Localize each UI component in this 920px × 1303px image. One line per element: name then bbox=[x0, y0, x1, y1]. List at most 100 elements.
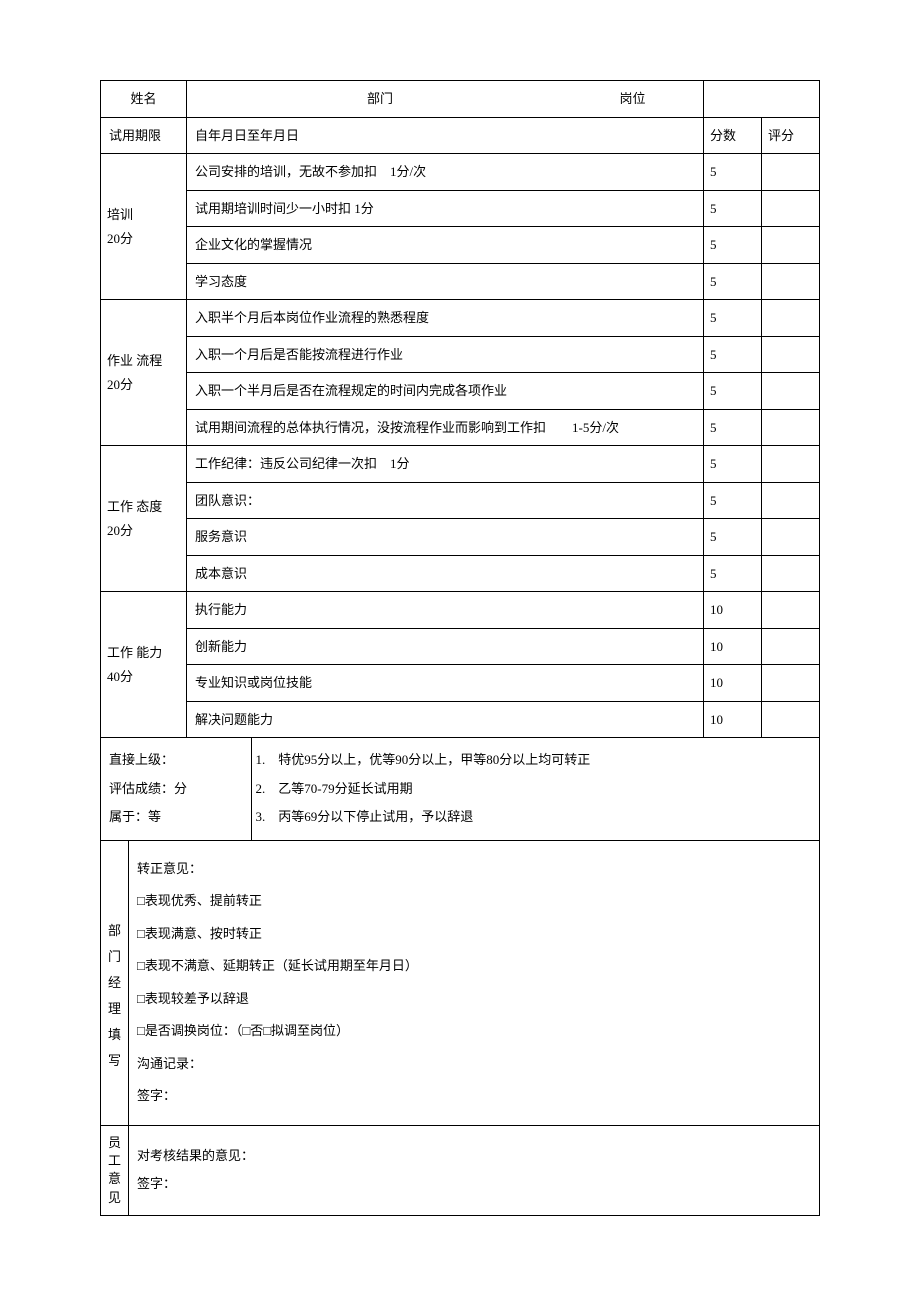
ability-item-0: 执行能力 bbox=[187, 592, 704, 629]
workflow-item-1: 入职一个月后是否能按流程进行作业 bbox=[187, 336, 704, 373]
table-row: 专业知识或岗位技能 10 bbox=[101, 665, 820, 702]
training-rate-2[interactable] bbox=[762, 227, 820, 264]
training-score-2: 5 bbox=[704, 227, 762, 264]
attitude-score-0: 5 bbox=[704, 446, 762, 483]
training-item-0: 公司安排的培训，无故不参加扣 1分/次 bbox=[187, 154, 704, 191]
attitude-rate-1[interactable] bbox=[762, 482, 820, 519]
training-score-3: 5 bbox=[704, 263, 762, 300]
attitude-score-2: 5 bbox=[704, 519, 762, 556]
attitude-item-2: 服务意识 bbox=[187, 519, 704, 556]
table-row: 试用期间流程的总体执行情况，没按流程作业而影响到工作扣 1-5分/次 5 bbox=[101, 409, 820, 446]
name-label: 姓名 bbox=[101, 81, 187, 118]
employee-sign: 签字： bbox=[137, 1170, 811, 1199]
table-row: 工作 态度 20分 工作纪律：违反公司纪律一次扣 1分 5 bbox=[101, 446, 820, 483]
opinion-title: 转正意见： bbox=[137, 853, 811, 886]
table-row: 作业 流程 20分 入职半个月后本岗位作业流程的熟悉程度 5 bbox=[101, 300, 820, 337]
workflow-score-1: 5 bbox=[704, 336, 762, 373]
manager-comm: 沟通记录： bbox=[137, 1048, 811, 1081]
table-row: 服务意识 5 bbox=[101, 519, 820, 556]
table-row: 工作 能力 40分 执行能力 10 bbox=[101, 592, 820, 629]
workflow-score-0: 5 bbox=[704, 300, 762, 337]
summary-right: 1. 特优95分以上，优等90分以上，甲等80分以上均可转正 2. 乙等70-7… bbox=[251, 738, 819, 840]
workflow-score-2: 5 bbox=[704, 373, 762, 410]
training-score-1: 5 bbox=[704, 190, 762, 227]
workflow-item-3: 试用期间流程的总体执行情况，没按流程作业而影响到工作扣 1-5分/次 bbox=[187, 409, 704, 446]
training-rate-1[interactable] bbox=[762, 190, 820, 227]
table-row: 企业文化的掌握情况 5 bbox=[101, 227, 820, 264]
ability-score-3: 10 bbox=[704, 701, 762, 738]
workflow-rate-2[interactable] bbox=[762, 373, 820, 410]
attitude-rate-2[interactable] bbox=[762, 519, 820, 556]
table-row: 解决问题能力 10 bbox=[101, 701, 820, 738]
table-row: 成本意识 5 bbox=[101, 555, 820, 592]
ability-score-2: 10 bbox=[704, 665, 762, 702]
manager-label: 部 门 经 理 填 写 bbox=[101, 840, 129, 1125]
attitude-rate-0[interactable] bbox=[762, 446, 820, 483]
table-row: 试用期培训时间少一小时扣 1分 5 bbox=[101, 190, 820, 227]
manager-row: 部 门 经 理 填 写 转正意见： □表现优秀、提前转正 □表现满意、按时转正 … bbox=[101, 840, 820, 1125]
table-row: 团队意识： 5 bbox=[101, 482, 820, 519]
workflow-rate-1[interactable] bbox=[762, 336, 820, 373]
ability-item-1: 创新能力 bbox=[187, 628, 704, 665]
ability-score-0: 10 bbox=[704, 592, 762, 629]
summary-left: 直接上级： 评估成绩：分 属于：等 bbox=[101, 738, 251, 840]
training-category: 培训 20分 bbox=[101, 154, 187, 300]
workflow-item-0: 入职半个月后本岗位作业流程的熟悉程度 bbox=[187, 300, 704, 337]
result-label: 评估成绩：分 bbox=[109, 775, 243, 804]
supervisor-label: 直接上级： bbox=[109, 746, 243, 775]
table-row: 入职一个月后是否能按流程进行作业 5 bbox=[101, 336, 820, 373]
attitude-item-0: 工作纪律：违反公司纪律一次扣 1分 bbox=[187, 446, 704, 483]
header-empty bbox=[704, 81, 820, 118]
summary-row: 直接上级： 评估成绩：分 属于：等 1. 特优95分以上，优等90分以上，甲等8… bbox=[101, 738, 820, 841]
table-row: 创新能力 10 bbox=[101, 628, 820, 665]
training-score-0: 5 bbox=[704, 154, 762, 191]
trial-row: 试用期限 自年月日至年月日 分数 评分 bbox=[101, 117, 820, 154]
ability-rate-1[interactable] bbox=[762, 628, 820, 665]
manager-opt3: □表现不满意、延期转正（延长试用期至年月日） bbox=[137, 950, 811, 983]
dept-position-cell: 部门 岗位 bbox=[187, 81, 704, 118]
ability-rate-2[interactable] bbox=[762, 665, 820, 702]
trial-value: 自年月日至年月日 bbox=[187, 117, 704, 154]
table-row: 学习态度 5 bbox=[101, 263, 820, 300]
training-rate-0[interactable] bbox=[762, 154, 820, 191]
ability-rate-0[interactable] bbox=[762, 592, 820, 629]
ability-item-3: 解决问题能力 bbox=[187, 701, 704, 738]
training-item-2: 企业文化的掌握情况 bbox=[187, 227, 704, 264]
rating-header: 评分 bbox=[762, 117, 820, 154]
employee-row: 员工意见 对考核结果的意见： 签字： bbox=[101, 1125, 820, 1215]
score-header: 分数 bbox=[704, 117, 762, 154]
attitude-item-1: 团队意识： bbox=[187, 482, 704, 519]
ability-rate-3[interactable] bbox=[762, 701, 820, 738]
employee-opinion: 对考核结果的意见： bbox=[137, 1142, 811, 1171]
manager-opt4: □表现较差予以辞退 bbox=[137, 983, 811, 1016]
workflow-score-3: 5 bbox=[704, 409, 762, 446]
workflow-category: 作业 流程 20分 bbox=[101, 300, 187, 446]
attitude-category: 工作 态度 20分 bbox=[101, 446, 187, 592]
manager-content: 转正意见： □表现优秀、提前转正 □表现满意、按时转正 □表现不满意、延期转正（… bbox=[129, 840, 820, 1125]
manager-opt1: □表现优秀、提前转正 bbox=[137, 885, 811, 918]
position-label: 岗位 bbox=[620, 91, 646, 106]
workflow-item-2: 入职一个半月后是否在流程规定的时间内完成各项作业 bbox=[187, 373, 704, 410]
manager-opt5: □是否调换岗位：（□否□拟调至岗位） bbox=[137, 1015, 811, 1048]
training-item-3: 学习态度 bbox=[187, 263, 704, 300]
employee-label: 员工意见 bbox=[101, 1125, 129, 1215]
attitude-score-3: 5 bbox=[704, 555, 762, 592]
rule-3: 3. 丙等69分以下停止试用，予以辞退 bbox=[256, 803, 816, 832]
rule-1: 1. 特优95分以上，优等90分以上，甲等80分以上均可转正 bbox=[256, 746, 816, 775]
attitude-score-1: 5 bbox=[704, 482, 762, 519]
workflow-rate-3[interactable] bbox=[762, 409, 820, 446]
ability-score-1: 10 bbox=[704, 628, 762, 665]
ability-category: 工作 能力 40分 bbox=[101, 592, 187, 738]
header-row: 姓名 部门 岗位 bbox=[101, 81, 820, 118]
trial-label: 试用期限 bbox=[101, 117, 187, 154]
table-row: 培训 20分 公司安排的培训，无故不参加扣 1分/次 5 bbox=[101, 154, 820, 191]
grade-label: 属于：等 bbox=[109, 803, 243, 832]
training-rate-3[interactable] bbox=[762, 263, 820, 300]
attitude-item-3: 成本意识 bbox=[187, 555, 704, 592]
workflow-rate-0[interactable] bbox=[762, 300, 820, 337]
ability-item-2: 专业知识或岗位技能 bbox=[187, 665, 704, 702]
attitude-rate-3[interactable] bbox=[762, 555, 820, 592]
rule-2: 2. 乙等70-79分延长试用期 bbox=[256, 775, 816, 804]
table-row: 入职一个半月后是否在流程规定的时间内完成各项作业 5 bbox=[101, 373, 820, 410]
training-item-1: 试用期培训时间少一小时扣 1分 bbox=[187, 190, 704, 227]
